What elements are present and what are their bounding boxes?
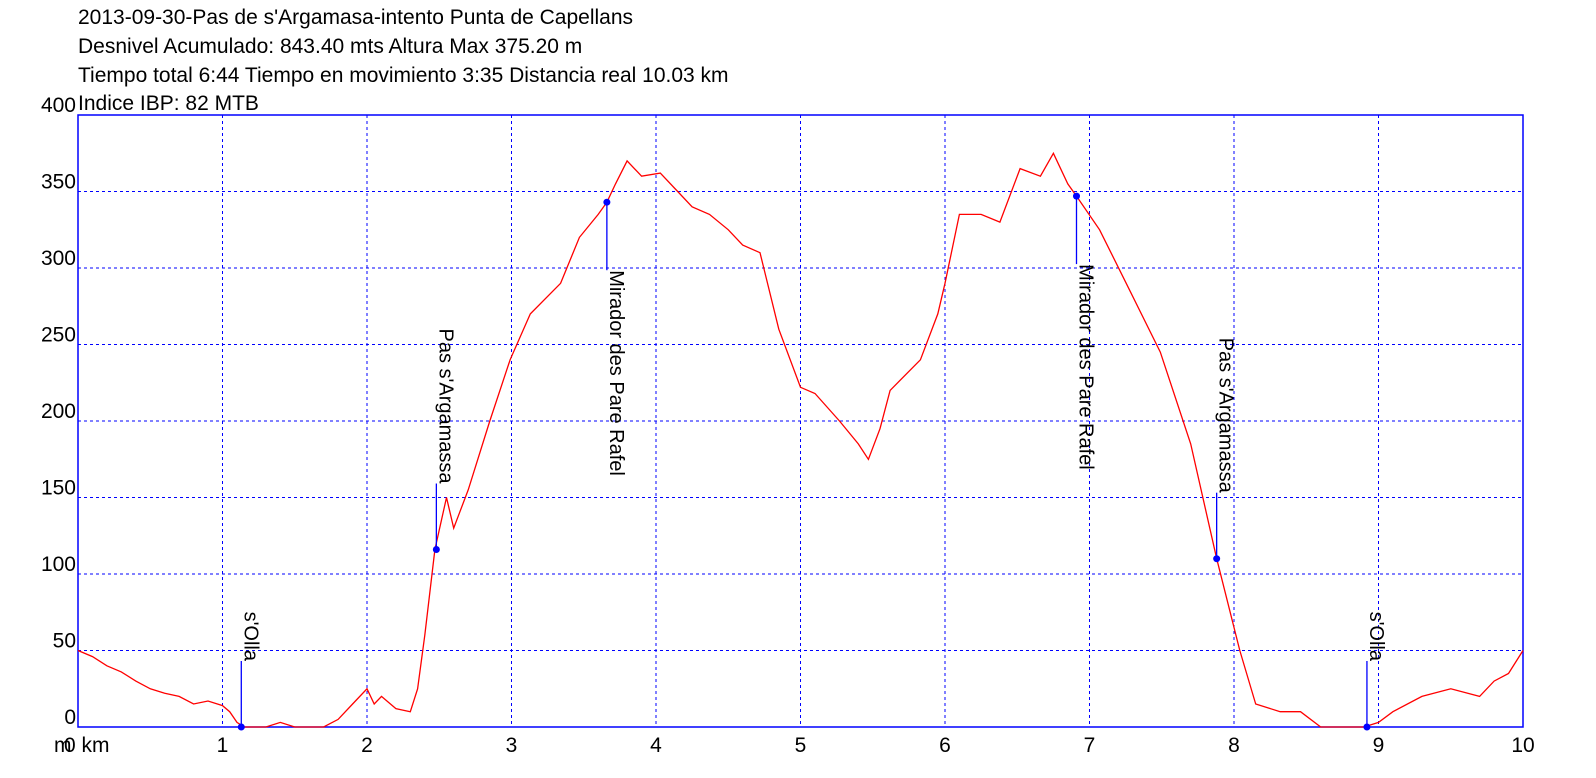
x-tick-label: 6 <box>939 734 951 757</box>
plot-frame <box>77 114 1524 728</box>
x-tick-label: 8 <box>1228 734 1240 757</box>
title-line: Desnivel Acumulado: 843.40 mts Altura Ma… <box>78 35 582 58</box>
title-line: 2013-09-30-Pas de s'Argamasa-intento Pun… <box>78 6 633 29</box>
waypoint-marker <box>432 546 440 554</box>
waypoint-marker <box>603 198 611 206</box>
waypoint-label: s'Olla <box>1365 612 1387 662</box>
waypoint-marker <box>1213 555 1221 563</box>
waypoint-marker <box>237 723 245 731</box>
x-tick-label: 1 <box>217 734 229 757</box>
y-tick-label: 350 <box>41 171 76 194</box>
y-tick-label: 150 <box>41 477 76 500</box>
x-tick-label: 4 <box>650 734 662 757</box>
waypoint-label: Pas s'Argamassa <box>1215 338 1237 494</box>
title-line: Indice IBP: 82 MTB <box>78 92 259 115</box>
y-tick-label: 400 <box>41 94 76 117</box>
x-tick-label: 5 <box>795 734 807 757</box>
x-tick-label: 2 <box>361 734 373 757</box>
waypoint-marker <box>1363 723 1371 731</box>
y-tick-label: 100 <box>41 553 76 576</box>
waypoint-label: Mirador des Pare Rafel <box>605 270 627 476</box>
x-tick-label: 7 <box>1084 734 1096 757</box>
y-tick-label: 200 <box>41 400 76 423</box>
y-tick-label: 250 <box>41 324 76 347</box>
y-tick-label: 300 <box>41 247 76 270</box>
waypoint-label: s'Olla <box>239 612 261 662</box>
waypoint-label: Pas s'Argamassa <box>434 329 456 485</box>
y-tick-label: 0 <box>64 706 76 729</box>
waypoint-marker <box>1072 192 1080 200</box>
waypoint-label: Mirador des Pare Rafel <box>1074 264 1096 470</box>
x-tick-label: 9 <box>1373 734 1385 757</box>
x-tick-label: 0 km <box>64 734 110 757</box>
title-line: Tiempo total 6:44 Tiempo en movimiento 3… <box>78 64 729 87</box>
y-tick-label: 50 <box>53 630 76 653</box>
x-tick-label: 3 <box>506 734 518 757</box>
y-axis-label: m <box>54 734 72 757</box>
elevation-line <box>77 151 1524 728</box>
x-tick-label: 10 <box>1511 734 1534 757</box>
